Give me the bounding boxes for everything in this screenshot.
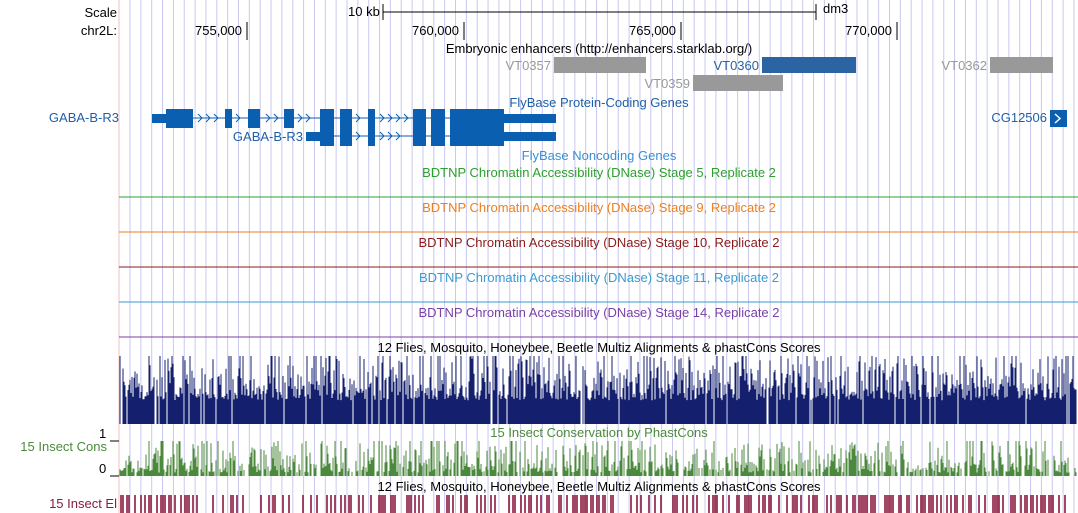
enhancer-vt0357-label[interactable]: VT0357 <box>505 58 551 73</box>
enhancer-vt0362-bar <box>990 57 1053 73</box>
enhancer-vt0362-label[interactable]: VT0362 <box>941 58 987 73</box>
dnase-stage5-title[interactable]: BDTNP Chromatin Accessibility (DNase) St… <box>422 165 776 180</box>
scale-label: Scale <box>84 5 117 20</box>
dnase-stage11-title[interactable]: BDTNP Chromatin Accessibility (DNase) St… <box>418 270 780 285</box>
enhancer-vt0359-bar <box>693 75 783 91</box>
insect-el-label[interactable]: 15 Insect El <box>49 496 117 511</box>
dnase-stage9-title[interactable]: BDTNP Chromatin Accessibility (DNase) St… <box>422 200 776 215</box>
chrom-label: chr2L: <box>80 23 117 38</box>
position-ticks <box>246 22 898 40</box>
insect-cons-bars <box>119 441 1077 476</box>
enhancer-vt0357-bar <box>554 57 646 73</box>
gene-label-cg12506[interactable]: CG12506 <box>991 110 1047 125</box>
tick-label-770000: 770,000 <box>845 23 892 38</box>
scale-bar-length: 10 kb <box>348 4 380 19</box>
gene-label-gaba-b-r3-inner[interactable]: GABA-B-R3 <box>232 129 303 144</box>
multiz-conservation-bars <box>119 356 1077 424</box>
insect-cons-label[interactable]: 15 Insect Cons <box>20 439 107 454</box>
dnase-stage14-title[interactable]: BDTNP Chromatin Accessibility (DNase) St… <box>418 305 780 320</box>
cons-axis-max-label: 1 <box>99 426 107 441</box>
gene-gaba-b-r3-transcript-2 <box>306 127 556 146</box>
scale-bar <box>382 4 817 20</box>
tick-label-765000: 765,000 <box>629 23 676 38</box>
cons-axis-min-label: 0 <box>99 461 107 476</box>
gene-gaba-b-r3-transcript-1 <box>152 109 556 128</box>
tick-label-755000: 755,000 <box>195 23 242 38</box>
enhancer-vt0360-bar <box>762 57 856 73</box>
multiz-track-title[interactable]: 12 Flies, Mosquito, Honeybee, Beetle Mul… <box>377 340 821 355</box>
enhancer-vt0359-label[interactable]: VT0359 <box>644 76 690 91</box>
assembly-label: dm3 <box>823 1 849 16</box>
noncoding-track-title[interactable]: FlyBase Noncoding Genes <box>521 148 677 163</box>
insect-cons-track-title[interactable]: 15 Insect Conservation by PhastCons <box>490 425 708 440</box>
multiz2-track-title[interactable]: 12 Flies, Mosquito, Honeybee, Beetle Mul… <box>377 479 821 494</box>
protein-coding-track-title[interactable]: FlyBase Protein-Coding Genes <box>509 95 689 110</box>
tick-label-760000: 760,000 <box>412 23 459 38</box>
enhancers-track-title[interactable]: Embryonic enhancers (http://enhancers.st… <box>445 41 753 56</box>
gene-cg12506 <box>1050 110 1067 127</box>
insect-elements-bars <box>120 495 1066 513</box>
gene-label-gaba-b-r3-left[interactable]: GABA-B-R3 <box>48 110 119 125</box>
enhancer-vt0360-label[interactable]: VT0360 <box>713 58 759 73</box>
dnase-stage10-title[interactable]: BDTNP Chromatin Accessibility (DNase) St… <box>418 235 780 250</box>
